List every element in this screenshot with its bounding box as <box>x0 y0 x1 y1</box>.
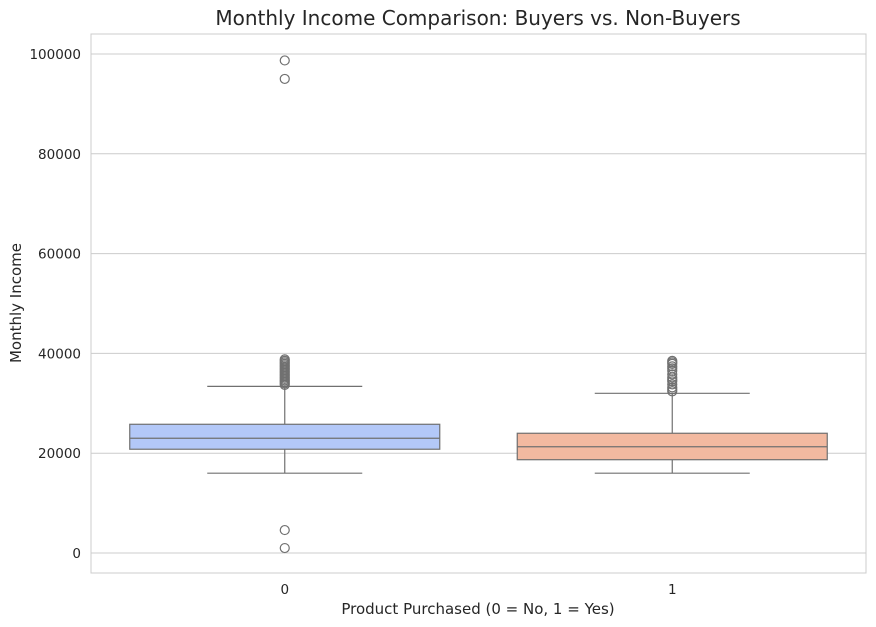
outlier-point <box>279 73 290 85</box>
y-tick-label: 100000 <box>29 47 81 63</box>
plot-area <box>90 33 867 574</box>
iqr-box <box>129 423 441 450</box>
gridlines <box>91 53 866 554</box>
outlier-point <box>667 358 678 369</box>
box-group-0 <box>129 55 441 554</box>
x-tick-label: 0 <box>280 582 289 598</box>
boxes <box>129 55 828 554</box>
chart-title: Monthly Income Comparison: Buyers vs. No… <box>215 6 740 30</box>
y-tick-label: 80000 <box>38 147 81 163</box>
outlier-point <box>667 386 678 397</box>
x-axis-label: Product Purchased (0 = No, 1 = Yes) <box>341 600 614 618</box>
y-axis-ticks: 0 20000 40000 60000 80000 100000 <box>29 47 81 562</box>
y-axis-label: Monthly Income <box>7 243 25 363</box>
y-tick-label: 60000 <box>38 247 81 263</box>
outlier-point <box>667 376 678 387</box>
outlier-point <box>279 524 290 536</box>
x-tick-label: 1 <box>668 582 677 598</box>
outlier-point <box>279 379 290 390</box>
y-tick-label: 40000 <box>38 346 81 362</box>
outlier-point <box>279 542 290 554</box>
y-tick-label: 20000 <box>38 446 81 462</box>
box-group-1 <box>516 355 828 474</box>
outlier-point <box>667 369 678 380</box>
outlier-point <box>667 379 678 390</box>
outlier-point <box>279 55 290 66</box>
y-tick-label: 0 <box>72 546 81 562</box>
